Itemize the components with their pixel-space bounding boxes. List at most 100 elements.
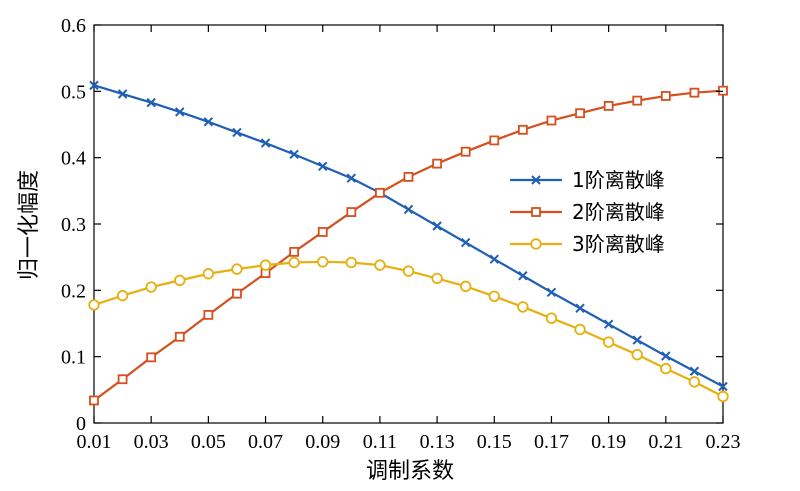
data-point — [717, 390, 729, 403]
x-marker-stroke — [603, 319, 614, 329]
x-tick-label: 0.15 — [477, 431, 512, 453]
y-tick-label: 0 — [76, 413, 86, 435]
data-point — [660, 91, 671, 101]
data-point — [374, 259, 386, 271]
x-marker-stroke — [575, 303, 585, 313]
y-tick-label: 0.2 — [61, 280, 86, 302]
x-tick-label: 0.13 — [420, 431, 455, 453]
data-point — [232, 127, 242, 138]
data-point — [288, 256, 300, 269]
legend-entry-3: 3阶离散峰 — [510, 232, 665, 256]
data-point — [603, 101, 614, 111]
x-marker-stroke — [403, 204, 414, 215]
legend-marker — [531, 175, 541, 185]
data-point — [317, 256, 329, 268]
data-point — [403, 204, 414, 215]
x-marker-stroke — [260, 138, 271, 148]
data-point — [689, 366, 700, 376]
x-tick-label: 0.03 — [134, 431, 169, 453]
x-marker-stroke — [689, 366, 700, 376]
x-marker-stroke — [346, 173, 357, 183]
y-tick-label: 0.3 — [61, 214, 86, 236]
data-point — [146, 352, 157, 363]
data-point — [175, 107, 185, 117]
data-point — [545, 312, 558, 324]
data-point — [460, 237, 471, 248]
y-tick-label: 0.1 — [61, 347, 86, 369]
x-marker-stroke — [718, 381, 728, 392]
x-marker-stroke — [661, 351, 671, 361]
data-point — [345, 256, 358, 269]
legend-entry-1: 1阶离散峰 — [510, 168, 665, 192]
x-marker-stroke — [432, 221, 442, 231]
data-point — [546, 287, 557, 298]
data-point — [431, 272, 443, 285]
x-marker-stroke — [232, 127, 242, 138]
data-point — [231, 263, 243, 275]
data-point — [117, 374, 128, 385]
data-point — [718, 381, 728, 392]
data-point — [459, 280, 472, 293]
data-point — [660, 362, 672, 375]
data-point — [689, 87, 700, 98]
data-point — [575, 303, 585, 313]
data-point — [289, 246, 300, 257]
legend-marker — [530, 238, 542, 250]
data-point — [260, 138, 271, 148]
x-marker-stroke — [203, 117, 214, 127]
data-point — [574, 323, 586, 336]
series-2 — [89, 85, 728, 406]
x-marker-stroke — [289, 149, 299, 160]
x-marker-stroke — [318, 161, 328, 171]
legend-label: 1阶离散峰 — [572, 168, 665, 192]
data-point — [546, 115, 557, 126]
y-tick-label: 0.4 — [61, 148, 86, 170]
data-point — [375, 187, 385, 198]
data-point — [718, 85, 728, 96]
data-point — [289, 149, 299, 160]
x-tick-label: 0.05 — [191, 431, 226, 453]
data-point — [517, 301, 529, 313]
data-point — [518, 271, 528, 281]
data-point — [460, 146, 471, 157]
data-point — [403, 172, 414, 182]
data-point — [632, 335, 642, 345]
x-tick-label: 0.09 — [305, 431, 340, 453]
data-point — [174, 274, 186, 287]
x-marker-stroke — [518, 271, 528, 281]
data-point — [259, 259, 272, 271]
x-marker-stroke — [89, 80, 99, 91]
data-point — [346, 207, 357, 217]
data-point — [488, 290, 500, 303]
x-marker-stroke — [531, 175, 541, 185]
y-axis-title: 归一化幅度 — [17, 170, 42, 280]
data-point — [232, 288, 242, 299]
data-point — [89, 395, 99, 406]
data-point — [602, 336, 615, 348]
data-point — [432, 158, 442, 169]
x-tick-label: 0.01 — [77, 431, 112, 453]
x-tick-label: 0.11 — [363, 431, 397, 453]
x-marker-stroke — [546, 287, 557, 298]
plot-frame — [93, 24, 724, 424]
data-point — [88, 299, 100, 311]
legend-marker — [531, 207, 541, 217]
data-point — [603, 319, 614, 329]
plot-area — [93, 24, 724, 424]
x-tick-label: 0.07 — [248, 431, 283, 453]
data-point — [202, 268, 215, 280]
x-tick-label: 0.17 — [534, 431, 569, 453]
data-point — [203, 117, 214, 127]
data-point — [402, 265, 415, 277]
x-marker-stroke — [146, 97, 156, 108]
data-point — [489, 135, 500, 146]
data-point — [632, 95, 643, 106]
y-tick-label: 0.6 — [61, 15, 86, 37]
x-axis-title: 调制系数 — [366, 459, 454, 484]
data-point — [575, 108, 585, 119]
x-tick-label: 0.19 — [591, 431, 626, 453]
data-point — [174, 331, 185, 342]
series-3 — [88, 256, 729, 403]
data-point — [346, 173, 357, 183]
